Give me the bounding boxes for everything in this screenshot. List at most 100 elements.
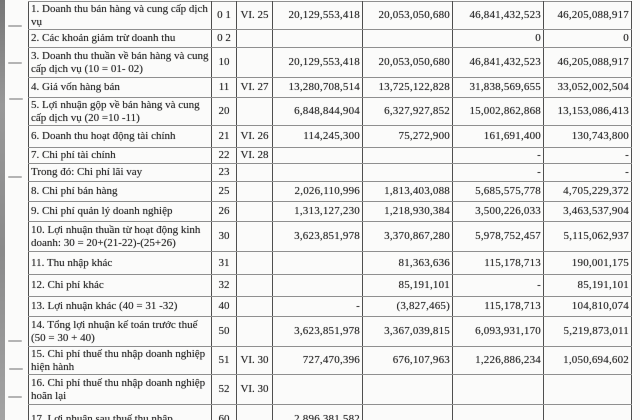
table-row: 15. Chi phí thuế thu nhập doanh nghiệp h… xyxy=(28,346,632,375)
scan-dash-artifact xyxy=(9,368,23,370)
note-cell xyxy=(236,274,273,297)
scan-edge-artifact xyxy=(0,0,5,420)
note-cell xyxy=(236,251,273,275)
amount-cell: 104,810,074 xyxy=(543,296,632,317)
note-cell xyxy=(236,29,273,48)
amount-cell: 727,470,396 xyxy=(272,346,363,375)
amount-cell xyxy=(543,374,632,405)
note-cell xyxy=(236,163,273,182)
code-cell: 40 xyxy=(211,296,237,317)
amount-cell: 3,367,039,815 xyxy=(362,316,453,347)
amount-cell: 3,623,851,978 xyxy=(272,221,363,252)
amount-cell: 13,153,086,413 xyxy=(543,97,632,126)
amount-cell: 81,363,636 xyxy=(362,251,453,275)
amount-cell: - xyxy=(452,147,544,164)
row-label-cell: 10. Lợi nhuận thuần từ hoạt động kinh do… xyxy=(28,221,212,252)
note-cell xyxy=(236,201,273,222)
amount-cell: 15,002,862,868 xyxy=(452,97,544,126)
row-label-cell: 1. Doanh thu bán hàng và cung cấp dịch v… xyxy=(28,1,212,30)
code-cell: 50 xyxy=(211,316,237,347)
code-cell: 22 xyxy=(211,147,237,164)
amount-cell xyxy=(272,163,363,182)
code-cell: 30 xyxy=(211,221,237,252)
table-row: 12. Chi phí khác 32 85,191,101 - 85,191,… xyxy=(28,274,632,297)
amount-cell: 46,841,432,523 xyxy=(452,1,544,30)
table-row: 7. Chi phí tài chính 22 VI. 28 - - xyxy=(28,147,632,164)
table-row: 10. Lợi nhuận thuần từ hoạt động kinh do… xyxy=(28,221,632,252)
amount-cell: - xyxy=(543,147,632,164)
scan-dash-artifact xyxy=(8,25,22,27)
table-row: 6. Doanh thu hoạt động tài chính 21 VI. … xyxy=(28,125,632,148)
row-label-cell: 13. Lợi nhuận khác (40 = 31 -32) xyxy=(28,296,212,317)
note-cell: VI. 25 xyxy=(236,1,273,30)
amount-cell: 13,280,708,514 xyxy=(272,77,363,98)
row-label-cell: 15. Chi phí thuế thu nhập doanh nghiệp h… xyxy=(28,346,212,375)
code-cell: 52 xyxy=(211,374,237,405)
table-row: 16. Chi phí thuế thu nhập doanh nghiệp h… xyxy=(28,374,632,405)
amount-cell: 6,093,931,170 xyxy=(452,316,544,347)
table-row: 13. Lợi nhuận khác (40 = 31 -32) 40 - (3… xyxy=(28,296,632,317)
row-label-cell: 4. Giá vốn hàng bán xyxy=(28,77,212,98)
row-label-cell: 3. Doanh thu thuần về bán hàng và cung c… xyxy=(28,47,212,78)
table-row: 4. Giá vốn hàng bán 11 VI. 27 13,280,708… xyxy=(28,77,632,98)
row-label-cell: 16. Chi phí thuế thu nhập doanh nghiệp h… xyxy=(28,374,212,405)
scan-dash-artifact xyxy=(9,98,23,100)
income-statement-table: 1. Doanh thu bán hàng và cung cấp dịch v… xyxy=(28,1,632,420)
amount-cell: 46,205,088,917 xyxy=(543,1,632,30)
code-cell: 20 xyxy=(211,97,237,126)
code-cell: 25 xyxy=(211,181,237,202)
code-cell: 31 xyxy=(211,251,237,275)
amount-cell: 115,178,713 xyxy=(452,251,544,275)
row-label-cell: 8. Chi phí bán hàng xyxy=(28,181,212,202)
amount-cell: 2,896,381,582 xyxy=(272,404,363,420)
amount-cell: 20,053,050,680 xyxy=(362,1,453,30)
amount-cell: 3,500,226,033 xyxy=(452,201,544,222)
code-cell: 32 xyxy=(211,274,237,297)
table-row: 3. Doanh thu thuần về bán hàng và cung c… xyxy=(28,47,632,78)
amount-cell xyxy=(362,29,453,48)
code-cell: 21 xyxy=(211,125,237,148)
amount-cell xyxy=(272,147,363,164)
amount-cell: 1,050,694,602 xyxy=(543,346,632,375)
amount-cell: 115,178,713 xyxy=(452,296,544,317)
scan-dash-artifact xyxy=(8,176,22,178)
amount-cell: 1,226,886,234 xyxy=(452,346,544,375)
amount-cell: 0 xyxy=(543,29,632,48)
row-label-cell: Trong đó: Chi phí lãi vay xyxy=(28,163,212,182)
note-cell: VI. 30 xyxy=(236,346,273,375)
row-label-cell: 7. Chi phí tài chính xyxy=(28,147,212,164)
amount-cell xyxy=(452,374,544,405)
amount-cell: 13,725,122,828 xyxy=(362,77,453,98)
code-cell: 10 xyxy=(211,47,237,78)
table-row: 1. Doanh thu bán hàng và cung cấp dịch v… xyxy=(28,1,632,30)
note-cell: VI. 28 xyxy=(236,147,273,164)
note-cell xyxy=(236,404,273,420)
note-cell xyxy=(236,97,273,126)
amount-cell: 190,001,175 xyxy=(543,251,632,275)
amount-cell: 4,705,229,372 xyxy=(543,181,632,202)
amount-cell xyxy=(362,147,453,164)
table-row: Trong đó: Chi phí lãi vay 23 - - xyxy=(28,163,632,182)
amount-cell: - xyxy=(452,163,544,182)
amount-cell: 1,813,403,088 xyxy=(362,181,453,202)
amount-cell: 3,370,867,280 xyxy=(362,221,453,252)
note-cell xyxy=(236,181,273,202)
table-row: 17. Lợi nhuận sau thuế thu nhập 60 2,896… xyxy=(28,404,632,420)
scan-dash-artifact xyxy=(8,396,22,398)
amount-cell: 5,219,873,011 xyxy=(543,316,632,347)
note-cell xyxy=(236,221,273,252)
code-cell: 26 xyxy=(211,201,237,222)
amount-cell xyxy=(362,404,453,420)
amount-cell: 0 xyxy=(452,29,544,48)
amount-cell: 33,052,002,504 xyxy=(543,77,632,98)
table-row: 9. Chi phí quản lý doanh nghiệp 26 1,313… xyxy=(28,201,632,222)
row-label-cell: 5. Lợi nhuận gộp về bán hàng và cung cấp… xyxy=(28,97,212,126)
note-cell: VI. 30 xyxy=(236,374,273,405)
table-row: 5. Lợi nhuận gộp về bán hàng và cung cấp… xyxy=(28,97,632,126)
amount-cell: 5,685,575,778 xyxy=(452,181,544,202)
amount-cell: 3,463,537,904 xyxy=(543,201,632,222)
amount-cell: 6,327,927,852 xyxy=(362,97,453,126)
amount-cell: 1,313,127,230 xyxy=(272,201,363,222)
code-cell: 11 xyxy=(211,77,237,98)
amount-cell: 676,107,963 xyxy=(362,346,453,375)
